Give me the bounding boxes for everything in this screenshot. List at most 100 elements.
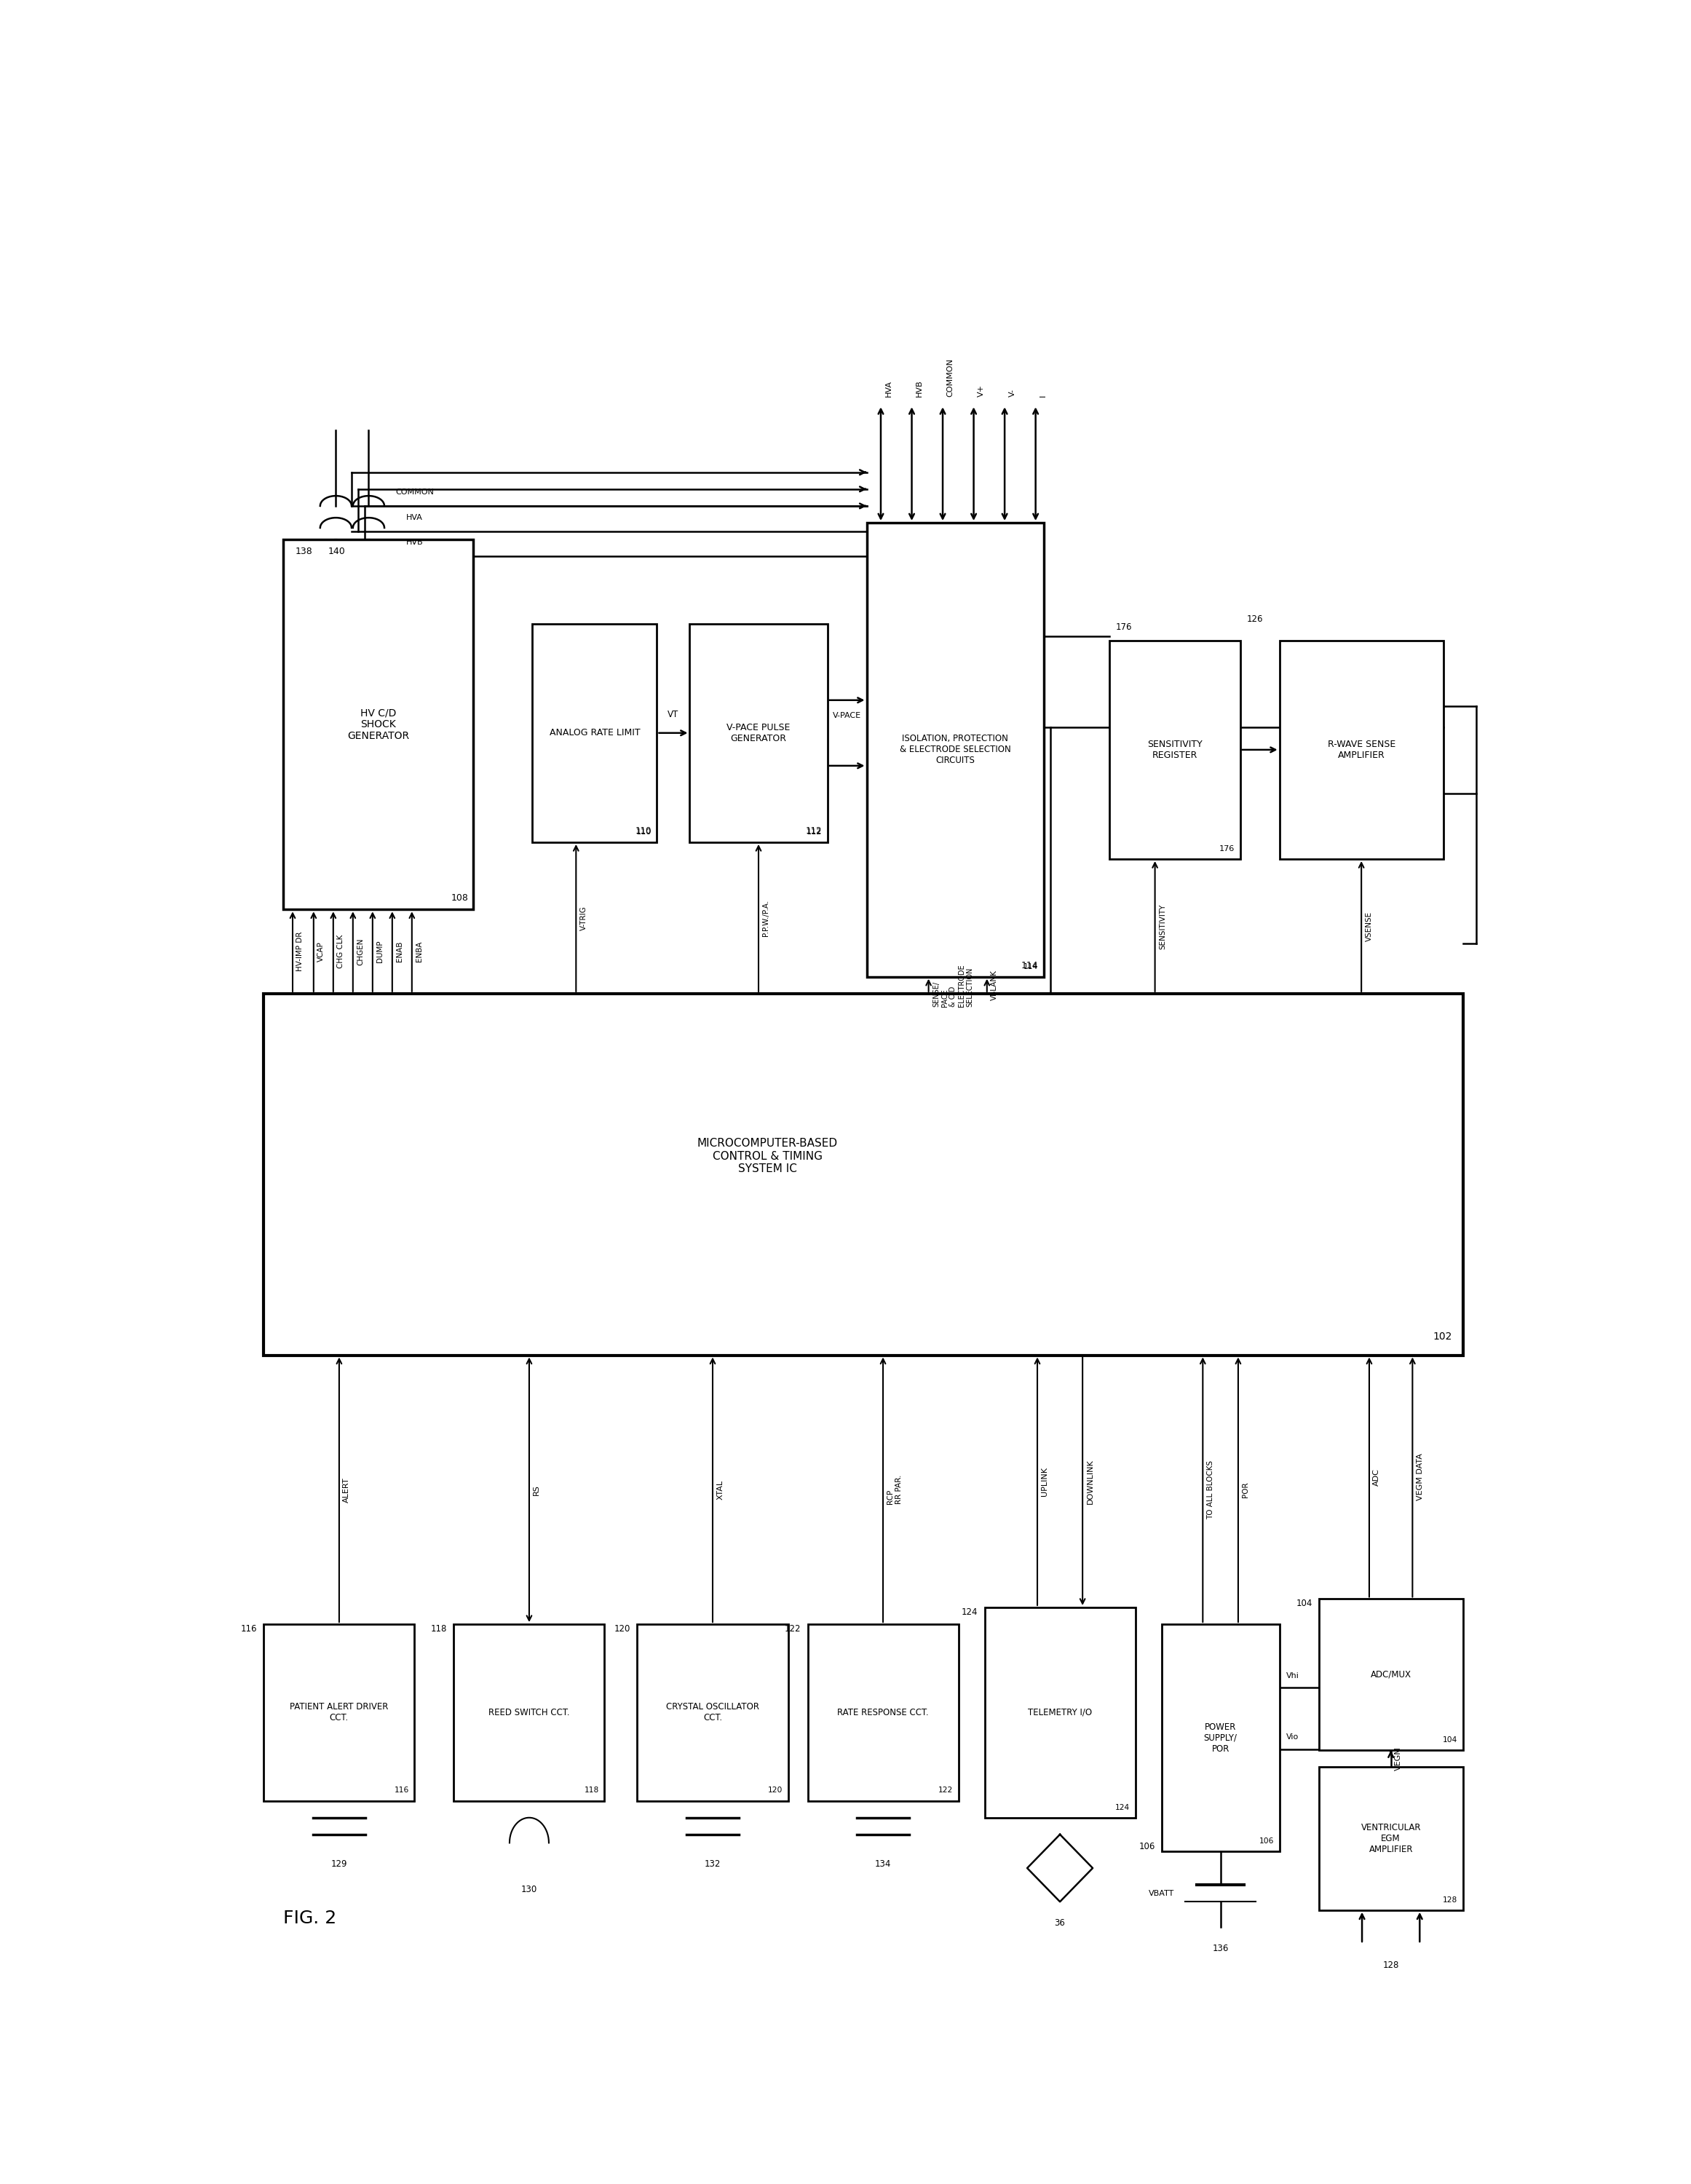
Text: RATE RESPONSE CCT.: RATE RESPONSE CCT. — [837, 1708, 928, 1717]
Text: P.P.W./P.A.: P.P.W./P.A. — [763, 900, 769, 937]
Text: VBATT: VBATT — [1148, 1889, 1175, 1898]
Text: 120: 120 — [614, 1625, 631, 1634]
Text: 176: 176 — [1219, 845, 1234, 852]
Bar — [264, 994, 1463, 1354]
Text: HV-IMP DR: HV-IMP DR — [296, 933, 304, 972]
Text: HVB: HVB — [406, 539, 423, 546]
Text: V-: V- — [1008, 389, 1016, 397]
Text: 129: 129 — [331, 1861, 347, 1870]
Text: 114: 114 — [1023, 963, 1038, 970]
Bar — [533, 625, 656, 843]
Text: 130: 130 — [521, 1885, 538, 1894]
Text: 128: 128 — [1442, 1896, 1458, 1904]
Bar — [638, 1625, 788, 1802]
Text: HVB: HVB — [917, 380, 923, 397]
Text: V-PACE: V-PACE — [832, 712, 861, 719]
Text: UPLINK: UPLINK — [1042, 1468, 1048, 1496]
Text: 128: 128 — [1383, 1961, 1398, 1970]
Text: 124: 124 — [1116, 1804, 1130, 1811]
Text: MICROCOMPUTER-BASED
CONTROL & TIMING
SYSTEM IC: MICROCOMPUTER-BASED CONTROL & TIMING SYS… — [697, 1138, 837, 1175]
Text: ANALOG RATE LIMIT: ANALOG RATE LIMIT — [550, 727, 641, 738]
Text: POR: POR — [1243, 1481, 1250, 1498]
Text: COMMON: COMMON — [947, 358, 954, 397]
Text: 36: 36 — [1055, 1918, 1065, 1928]
Text: 112: 112 — [807, 828, 822, 836]
Text: VEGM: VEGM — [1395, 1747, 1402, 1771]
Text: CHGEN: CHGEN — [357, 937, 364, 965]
Bar — [808, 1625, 959, 1802]
Text: R-WAVE SENSE
AMPLIFIER: R-WAVE SENSE AMPLIFIER — [1327, 740, 1395, 760]
Text: VENTRICULAR
EGM
AMPLIFIER: VENTRICULAR EGM AMPLIFIER — [1361, 1824, 1420, 1854]
Bar — [1280, 640, 1444, 858]
Text: HVA: HVA — [884, 380, 891, 397]
Bar — [453, 1625, 605, 1802]
Bar — [1109, 640, 1240, 858]
Text: 106: 106 — [1260, 1837, 1275, 1845]
Text: ISOLATION, PROTECTION
& ELECTRODE SELECTION
CIRCUITS: ISOLATION, PROTECTION & ELECTRODE SELECT… — [900, 734, 1011, 764]
Bar — [284, 539, 473, 909]
Text: 122: 122 — [785, 1625, 802, 1634]
Text: XTAL: XTAL — [717, 1481, 724, 1500]
Text: ADC: ADC — [1373, 1468, 1380, 1485]
Text: 120: 120 — [768, 1787, 783, 1793]
Text: 106: 106 — [1138, 1841, 1155, 1852]
Text: SENSE/
PACE
& C/D
ELECTRODE
SELECTION: SENSE/ PACE & C/D ELECTRODE SELECTION — [932, 963, 974, 1007]
Text: 138: 138 — [294, 546, 313, 557]
Text: 118: 118 — [585, 1787, 599, 1793]
Text: 102: 102 — [1434, 1332, 1453, 1341]
Text: SENSITIVITY: SENSITIVITY — [1158, 904, 1167, 950]
Text: 122: 122 — [939, 1787, 954, 1793]
Text: Vio: Vio — [1287, 1734, 1299, 1741]
Text: 134: 134 — [874, 1861, 891, 1870]
Text: REED SWITCH CCT.: REED SWITCH CCT. — [489, 1708, 570, 1717]
Text: VT: VT — [668, 710, 678, 719]
Bar — [984, 1607, 1135, 1817]
Text: 104: 104 — [1442, 1736, 1458, 1743]
Text: CRYSTAL OSCILLATOR
CCT.: CRYSTAL OSCILLATOR CCT. — [666, 1701, 759, 1723]
Text: 104: 104 — [1295, 1599, 1312, 1607]
Text: COMMON: COMMON — [396, 489, 435, 496]
Text: ENBA: ENBA — [416, 941, 423, 961]
Text: I: I — [1040, 395, 1047, 397]
Text: 176: 176 — [1116, 622, 1131, 631]
Text: VBLANK: VBLANK — [991, 970, 998, 1000]
Text: 108: 108 — [451, 893, 468, 902]
Text: 110: 110 — [636, 828, 651, 836]
Text: DOWNLINK: DOWNLINK — [1087, 1459, 1094, 1505]
Text: PATIENT ALERT DRIVER
CCT.: PATIENT ALERT DRIVER CCT. — [289, 1701, 389, 1723]
Bar — [867, 522, 1043, 976]
Text: 112: 112 — [805, 826, 822, 836]
Text: RCP
RR PAR.: RCP RR PAR. — [888, 1474, 903, 1505]
Text: 136: 136 — [1212, 1944, 1229, 1952]
Text: 126: 126 — [1246, 614, 1263, 625]
Bar — [1319, 1599, 1463, 1749]
Bar — [264, 1625, 414, 1802]
Text: 116: 116 — [394, 1787, 409, 1793]
Text: POWER
SUPPLY/
POR: POWER SUPPLY/ POR — [1204, 1723, 1238, 1754]
Text: DUMP: DUMP — [377, 941, 384, 963]
Text: V-PACE PULSE
GENERATOR: V-PACE PULSE GENERATOR — [727, 723, 790, 743]
Text: VEGM DATA: VEGM DATA — [1417, 1455, 1424, 1500]
Text: CHG CLK: CHG CLK — [337, 935, 345, 968]
Text: ALERT: ALERT — [343, 1476, 350, 1503]
Text: V-TRIG: V-TRIG — [580, 906, 587, 930]
Text: 114: 114 — [1021, 961, 1038, 970]
Text: 118: 118 — [431, 1625, 448, 1634]
Text: ADC/MUX: ADC/MUX — [1370, 1671, 1412, 1679]
Text: TELEMETRY I/O: TELEMETRY I/O — [1028, 1708, 1092, 1717]
Bar — [1319, 1767, 1463, 1911]
Text: 124: 124 — [962, 1607, 977, 1616]
Text: RS: RS — [533, 1485, 541, 1496]
Text: 110: 110 — [636, 826, 651, 836]
Text: V+: V+ — [977, 384, 984, 397]
Text: HVA: HVA — [406, 513, 423, 522]
Text: VCAP: VCAP — [318, 941, 325, 961]
Text: 140: 140 — [328, 546, 345, 557]
Text: TO ALL BLOCKS: TO ALL BLOCKS — [1207, 1461, 1214, 1520]
Text: FIG. 2: FIG. 2 — [284, 1909, 337, 1926]
Bar — [690, 625, 827, 843]
Text: SENSITIVITY
REGISTER: SENSITIVITY REGISTER — [1146, 740, 1202, 760]
Text: ENAB: ENAB — [396, 941, 404, 961]
Text: Vhi: Vhi — [1287, 1673, 1299, 1679]
Text: 132: 132 — [705, 1861, 720, 1870]
